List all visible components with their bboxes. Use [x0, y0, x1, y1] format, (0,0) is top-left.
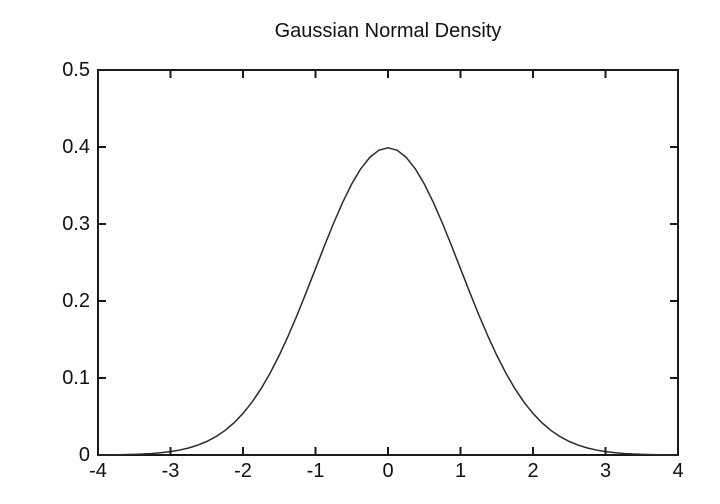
- x-tick-label: -1: [306, 460, 325, 482]
- x-tick-label: 1: [454, 460, 467, 482]
- y-tick-label: 0.5: [62, 59, 90, 81]
- chart-title: Gaussian Normal Density: [274, 20, 502, 42]
- y-tick-label: 0.1: [62, 367, 90, 389]
- plot-frame: [97, 69, 679, 456]
- x-tick-label: -3: [161, 460, 180, 482]
- density-curve: [97, 147, 679, 456]
- y-tick-label: 0: [78, 444, 90, 466]
- x-tick-label: 4: [672, 460, 684, 482]
- x-tick-label: 3: [599, 460, 612, 482]
- y-tick-label: 0.3: [62, 213, 90, 235]
- y-tick-label: 0.4: [62, 136, 90, 158]
- x-tick-label: 0: [382, 460, 394, 482]
- x-tick-label: -2: [234, 460, 252, 482]
- y-tick-label: 0.2: [62, 290, 90, 312]
- x-tick-label: -4: [89, 460, 107, 482]
- x-tick-label: 2: [527, 460, 539, 482]
